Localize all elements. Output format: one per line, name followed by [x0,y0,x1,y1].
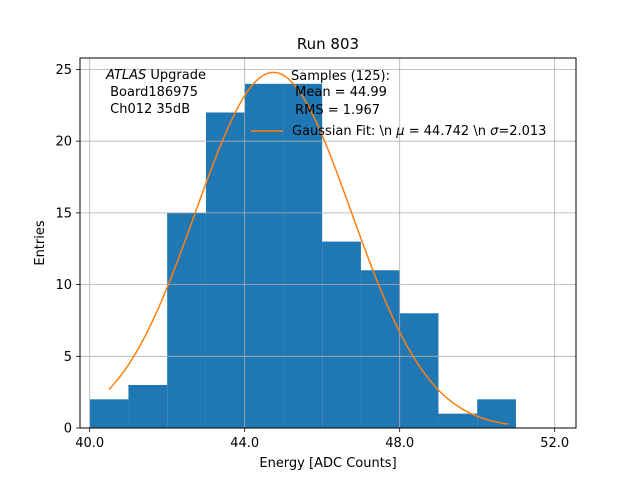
y-tick-label: 0 [64,422,72,437]
legend-sigma-value: =2.013 [498,124,546,139]
y-tick-label: 10 [55,278,72,293]
stats-box: Samples (125): Mean = 44.99 RMS = 1.967 [291,69,390,118]
histogram-bar [89,399,129,428]
axis-ticks: 40.0 44.0 48.0 52.0 0 5 10 15 20 25 [55,63,569,451]
atlas-label-italic: ATLAS [105,68,146,83]
legend-mu-symbol: μ [395,124,404,139]
atlas-label-rest: Upgrade [146,68,206,83]
channel-label: Ch012 35dB [106,102,190,117]
atlas-annotation: ATLAS Upgrade Board186975 Ch012 35dB [105,68,206,117]
legend-fit-label: Gaussian Fit: \n μ = 44.742 \n σ=2.013 [292,124,546,139]
stats-samples: Samples (125): [291,69,390,84]
histogram-bar [438,413,478,428]
x-axis-label: Energy [ADC Counts] [259,456,396,471]
chart-title: Run 803 [297,35,359,53]
histogram-bar [205,112,245,428]
legend-sigma-symbol: σ [490,124,499,139]
plot-frame [79,57,577,429]
x-tick-label: 48.0 [385,436,414,451]
histogram-bar [128,384,168,428]
histogram-bar [322,241,361,428]
x-tick-label: 44.0 [230,436,259,451]
histogram-bar [477,399,516,428]
histogram-bar [360,270,400,428]
y-tick-label: 20 [55,135,72,150]
x-tick-label: 52.0 [540,436,569,451]
legend-mu-value: = 44.742 \n [405,124,491,139]
atlas-label: ATLAS Upgrade [105,68,206,83]
x-tick-label: 40.0 [75,436,104,451]
y-tick-label: 15 [55,206,72,221]
y-axis-label: Entries [33,220,48,266]
legend: Gaussian Fit: \n μ = 44.742 \n σ=2.013 [251,124,546,139]
stats-rms: RMS = 1.967 [291,103,380,118]
histogram-bars [89,83,516,428]
stats-mean: Mean = 44.99 [291,85,387,100]
y-tick-label: 5 [64,350,72,365]
fit-curve-group [108,71,509,425]
histogram-bar [167,212,206,428]
gaussian-fit-curve [108,71,509,425]
y-tick-label: 25 [55,63,72,78]
histogram-bar [244,83,284,428]
histogram-bar [399,313,439,428]
board-label: Board186975 [106,85,198,100]
legend-fit-prefix: Gaussian Fit: \n [292,124,396,139]
